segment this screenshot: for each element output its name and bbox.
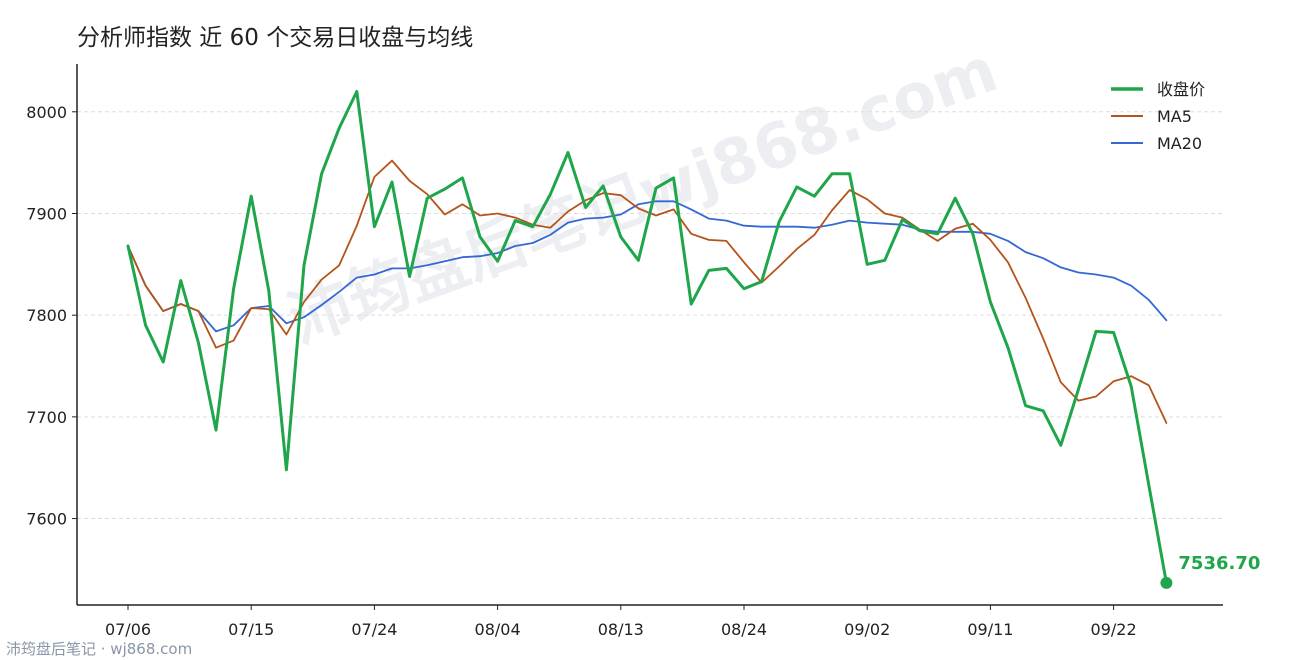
x-tick-label: 08/13 — [598, 620, 644, 639]
last-value-label: 7536.70 — [1178, 553, 1260, 574]
x-tick-label: 08/04 — [475, 620, 521, 639]
x-tick-label: 07/06 — [105, 620, 151, 639]
series-line-close — [126, 90, 1168, 585]
legend-label-close: 收盘价 — [1157, 80, 1205, 99]
x-tick-label: 09/22 — [1091, 620, 1137, 639]
page-title: 分析师指数 近 60 个交易日收盘与均线 — [77, 25, 474, 51]
y-tick-label: 7700 — [26, 408, 67, 427]
y-tick-label: 8000 — [26, 103, 67, 122]
y-tick-label: 7900 — [26, 204, 67, 223]
y-tick-label: 7600 — [26, 510, 67, 529]
last-point-marker — [1160, 576, 1173, 589]
legend-label-ma5: MA5 — [1157, 107, 1192, 126]
x-tick-label: 08/24 — [721, 620, 767, 639]
y-tick-label: 7800 — [26, 306, 67, 325]
x-tick-label: 07/24 — [351, 620, 397, 639]
series-line-ma20 — [127, 200, 1168, 333]
x-tick-label: 07/15 — [228, 620, 274, 639]
x-tick-label: 09/02 — [844, 620, 890, 639]
legend-label-ma20: MA20 — [1157, 134, 1202, 153]
x-tick-label: 09/11 — [967, 620, 1013, 639]
footer-watermark: 沛筠盘后笔记 · wj868.com — [6, 640, 193, 658]
